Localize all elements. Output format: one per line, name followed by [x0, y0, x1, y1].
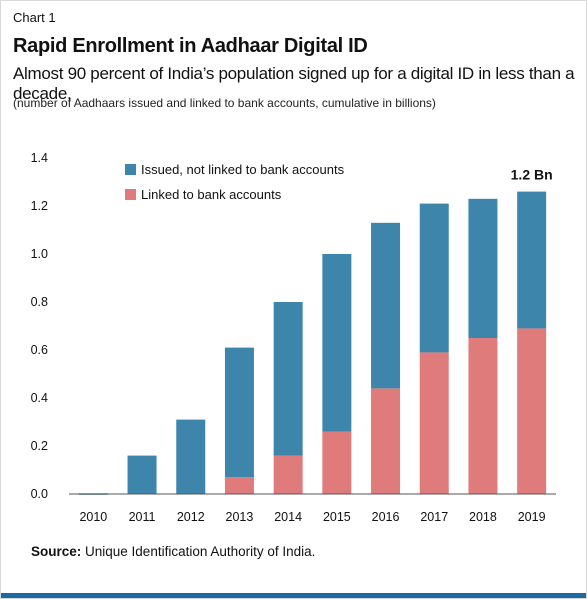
bar-linked [371, 388, 401, 494]
y-tick-label: 0.6 [31, 343, 48, 357]
y-tick-label: 1.4 [31, 151, 48, 165]
y-tick-label: 1.2 [31, 199, 48, 213]
bar-linked [419, 352, 449, 494]
x-tick-label: 2018 [469, 510, 497, 524]
bar-linked [224, 477, 254, 494]
x-tick-label: 2017 [420, 510, 448, 524]
source-note: Source: Unique Identification Authority … [31, 544, 315, 559]
x-tick-label: 2019 [518, 510, 546, 524]
bar-linked [322, 431, 352, 494]
y-tick-label: 0.2 [31, 439, 48, 453]
source-label: Source: [31, 544, 82, 559]
chart-subtitle: Almost 90 percent of India’s population … [13, 64, 575, 103]
total-annotation: 1.2 Bn [511, 167, 553, 183]
bar-issued [371, 222, 401, 389]
bar-issued [322, 254, 352, 432]
x-tick-label: 2015 [323, 510, 351, 524]
bar-issued [127, 455, 157, 494]
bar-issued [517, 191, 547, 329]
stacked-bar-chart: 0.0 0.2 0.4 0.6 0.8 1.0 1.2 1.4 2010 2011 2012 2013… [31, 151, 556, 524]
y-tick-label: 0.4 [31, 391, 48, 405]
x-tick-label: 2013 [226, 510, 254, 524]
source-text: Unique Identification Authority of India… [81, 544, 316, 559]
x-tick-label: 2010 [79, 510, 107, 524]
legend-label: Issued, not linked to bank accounts [141, 162, 345, 177]
bar-issued [224, 347, 254, 478]
chart-title: Rapid Enrollment in Aadhaar Digital ID [13, 35, 368, 57]
legend-swatch [125, 164, 136, 175]
bar-issued [273, 302, 303, 456]
bar-issued [419, 203, 449, 353]
bar-linked [468, 338, 498, 494]
x-tick-label: 2014 [274, 510, 302, 524]
y-tick-label: 0.0 [31, 487, 48, 501]
bar-issued [176, 419, 206, 494]
chart-number: Chart 1 [13, 10, 56, 25]
bar-issued [468, 198, 498, 338]
bar-linked [517, 328, 547, 494]
bar-linked [273, 455, 303, 494]
x-tick-label: 2012 [177, 510, 205, 524]
x-tick-label: 2011 [129, 510, 156, 524]
chart-units-note: (number of Aadhaars issued and linked to… [13, 96, 436, 110]
legend-swatch [125, 189, 136, 200]
y-tick-label: 0.8 [31, 295, 48, 309]
y-tick-label: 1.0 [31, 247, 48, 261]
legend-label: Linked to bank accounts [141, 187, 282, 202]
x-tick-label: 2016 [372, 510, 400, 524]
bottom-accent-rule [1, 593, 586, 598]
